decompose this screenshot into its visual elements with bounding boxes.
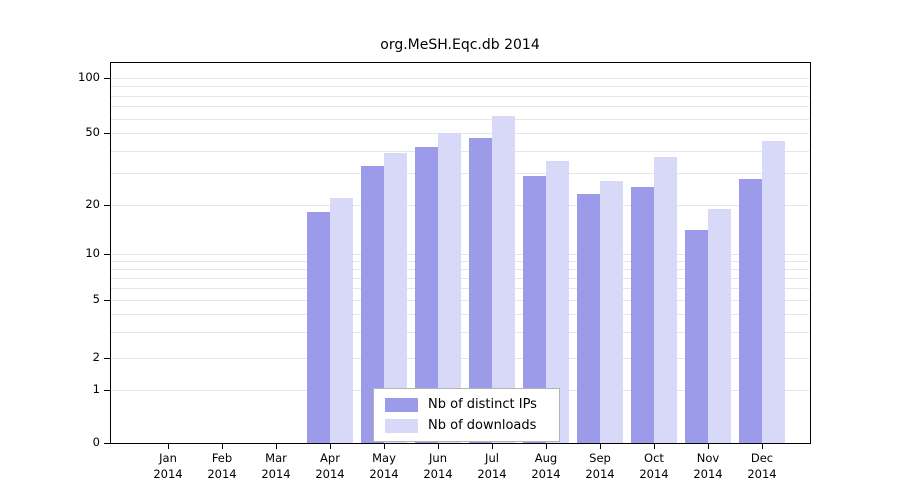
- x-tick-year-label: 2014: [153, 467, 183, 481]
- bar-distinct-ips: [307, 212, 330, 443]
- y-tick-label: 20: [85, 197, 100, 211]
- x-tick-month-label: Oct: [644, 451, 664, 465]
- x-tick-mark: [438, 444, 439, 449]
- x-tick-mark: [600, 444, 601, 449]
- x-tick-month-label: Dec: [750, 451, 774, 465]
- plot-area-border: [110, 62, 811, 444]
- legend-item-distinct-ips: Nb of distinct IPs: [385, 397, 537, 412]
- chart-title: org.MeSH.Eqc.db 2014: [380, 37, 540, 53]
- x-tick-year-label: 2014: [531, 467, 561, 481]
- legend: Nb of distinct IPs Nb of downloads: [373, 388, 560, 442]
- bar-distinct-ips: [577, 194, 600, 443]
- legend-swatch-downloads: [385, 418, 418, 433]
- bar-distinct-ips: [523, 176, 546, 443]
- x-tick-mark: [762, 444, 763, 449]
- bar-downloads: [492, 116, 515, 443]
- y-tick-mark: [104, 300, 110, 301]
- x-tick-year-label: 2014: [477, 467, 507, 481]
- gridline: [111, 96, 809, 97]
- bar-distinct-ips: [631, 187, 654, 443]
- x-tick-month-label: Mar: [265, 451, 287, 465]
- y-tick-mark: [104, 78, 110, 79]
- bar-downloads: [708, 209, 731, 443]
- x-tick-mark: [168, 444, 169, 449]
- x-tick-month-label: Nov: [696, 451, 720, 465]
- bar-downloads: [546, 161, 569, 443]
- gridline: [111, 78, 809, 79]
- y-tick-mark: [104, 358, 110, 359]
- x-tick-month-label: May: [372, 451, 396, 465]
- y-tick-label: 50: [85, 125, 100, 139]
- x-tick-year-label: 2014: [747, 467, 777, 481]
- y-tick-label: 5: [92, 292, 100, 306]
- y-tick-mark: [104, 133, 110, 134]
- y-tick-mark: [104, 205, 110, 206]
- bar-downloads: [438, 133, 461, 443]
- bar-distinct-ips: [469, 138, 492, 443]
- bar-distinct-ips: [415, 147, 438, 443]
- x-tick-mark: [222, 444, 223, 449]
- x-tick-mark: [330, 444, 331, 449]
- legend-label-downloads: Nb of downloads: [428, 418, 537, 433]
- x-tick-mark: [492, 444, 493, 449]
- bar-distinct-ips: [685, 230, 708, 443]
- gridline: [111, 119, 809, 120]
- x-tick-year-label: 2014: [639, 467, 669, 481]
- y-tick-mark: [104, 443, 110, 444]
- y-tick-label: 2: [92, 350, 100, 364]
- bar-downloads: [384, 153, 407, 443]
- y-tick-label: 10: [85, 246, 100, 260]
- x-tick-month-label: Aug: [534, 451, 558, 465]
- x-tick-month-label: Jun: [429, 451, 447, 465]
- x-tick-year-label: 2014: [693, 467, 723, 481]
- x-tick-month-label: Sep: [589, 451, 611, 465]
- y-tick-mark: [104, 254, 110, 255]
- y-tick-label: 100: [78, 70, 100, 84]
- legend-swatch-distinct-ips: [385, 397, 418, 412]
- x-tick-mark: [708, 444, 709, 449]
- x-tick-mark: [276, 444, 277, 449]
- bar-distinct-ips: [361, 166, 384, 443]
- x-tick-year-label: 2014: [423, 467, 453, 481]
- y-tick-label: 1: [92, 382, 100, 396]
- x-tick-month-label: Apr: [320, 451, 340, 465]
- legend-item-downloads: Nb of downloads: [385, 418, 537, 433]
- x-tick-month-label: Feb: [211, 451, 233, 465]
- x-tick-month-label: Jan: [159, 451, 177, 465]
- bar-downloads: [762, 141, 785, 443]
- x-tick-year-label: 2014: [207, 467, 237, 481]
- y-tick-label: 0: [92, 435, 100, 449]
- gridline: [111, 86, 809, 87]
- x-tick-mark: [384, 444, 385, 449]
- x-tick-year-label: 2014: [585, 467, 615, 481]
- gridline: [111, 106, 809, 107]
- bar-downloads: [600, 181, 623, 443]
- x-tick-year-label: 2014: [315, 467, 345, 481]
- x-tick-mark: [654, 444, 655, 449]
- x-tick-mark: [546, 444, 547, 449]
- x-tick-year-label: 2014: [369, 467, 399, 481]
- bar-distinct-ips: [739, 179, 762, 443]
- legend-label-distinct-ips: Nb of distinct IPs: [428, 397, 537, 412]
- x-tick-month-label: Jul: [485, 451, 499, 465]
- x-tick-year-label: 2014: [261, 467, 291, 481]
- y-tick-mark: [104, 390, 110, 391]
- bar-downloads: [654, 157, 677, 443]
- bar-downloads: [330, 198, 353, 443]
